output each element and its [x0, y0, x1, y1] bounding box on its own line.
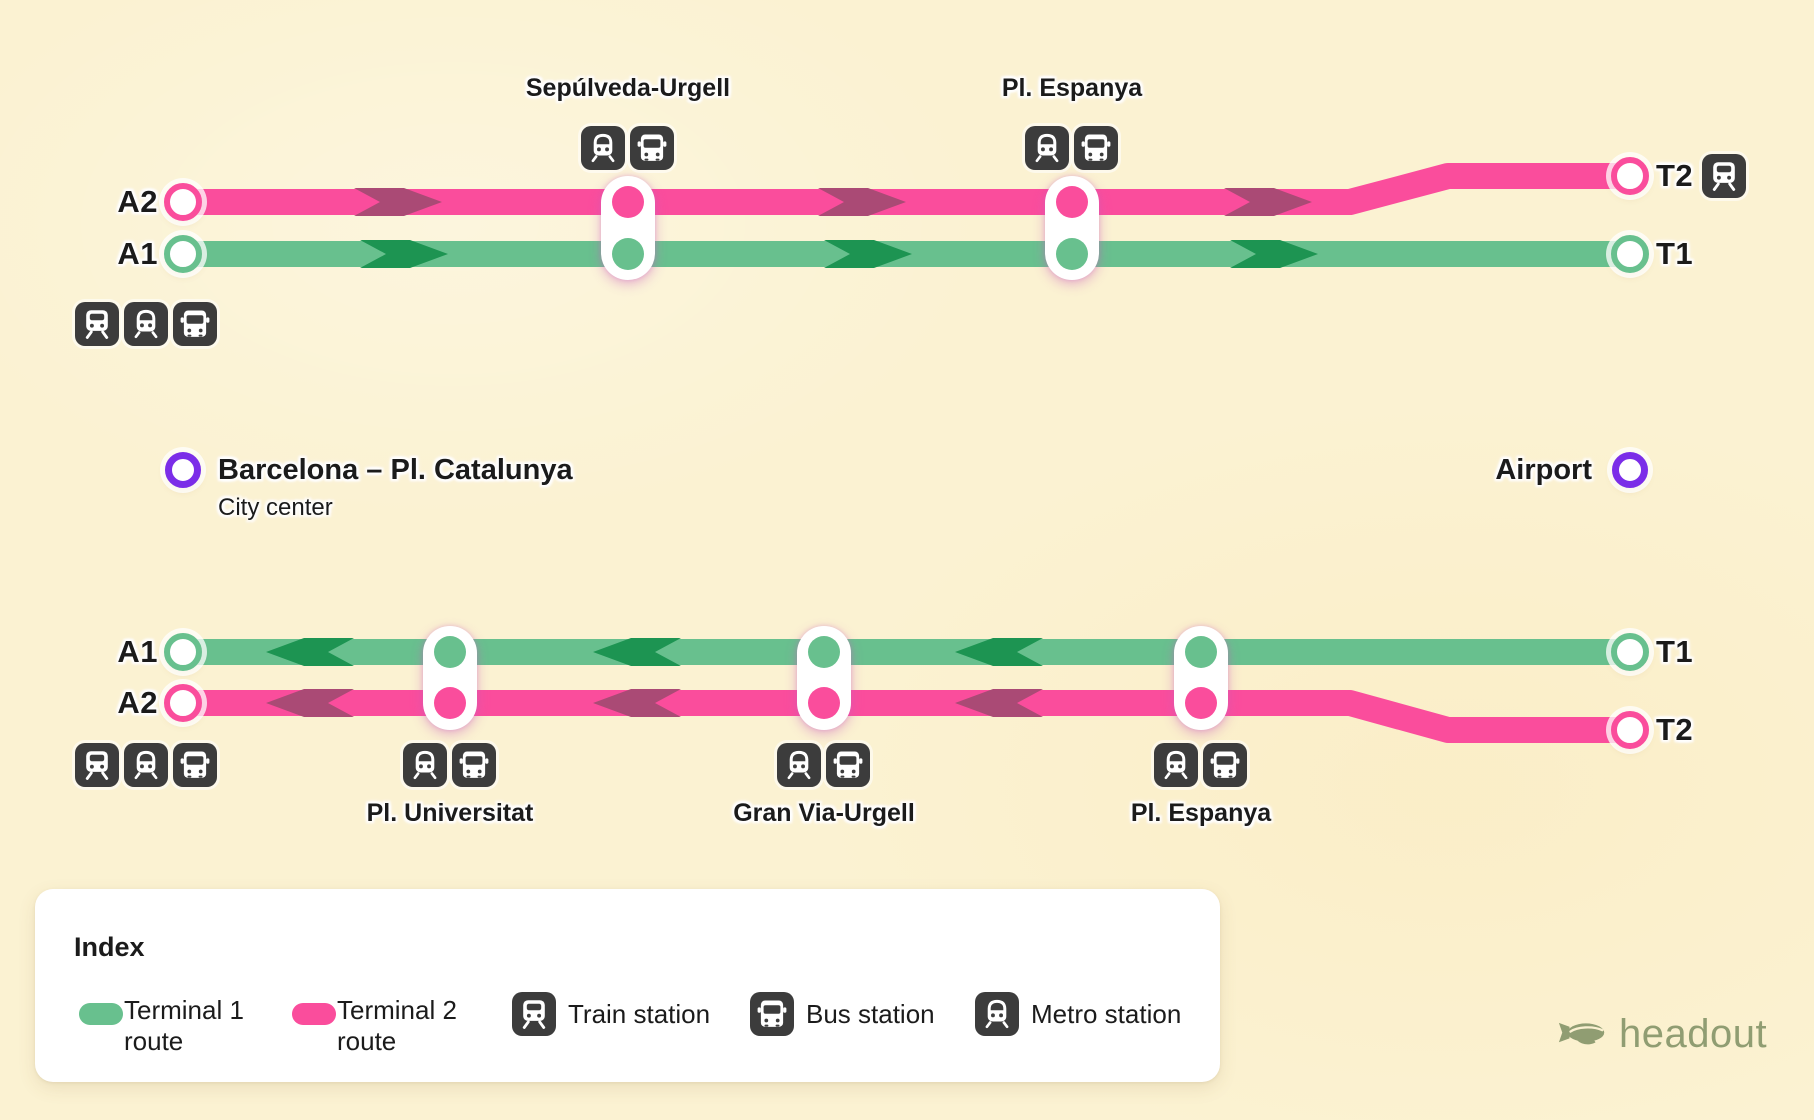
station-label: Pl. Espanya [1130, 799, 1272, 827]
top-route-a1-label: A1 [117, 236, 158, 271]
station-mode-icons [1154, 743, 1247, 787]
metro-icon [1025, 126, 1069, 170]
airport-label: Airport [1495, 454, 1592, 486]
stop-dot-t1 [1185, 636, 1217, 668]
top-a2-origin-node [164, 183, 202, 221]
bottom-a2-origin-node [164, 684, 202, 722]
metro-icon [1154, 743, 1198, 787]
legend-item-label: Terminal 2 route [337, 995, 457, 1056]
bus-icon [750, 992, 794, 1036]
bottom-route-a2-label: A2 [117, 685, 158, 720]
legend-item-label: Train station [568, 999, 711, 1029]
station-stop-marker [601, 176, 655, 280]
bottom-a1-origin-node [164, 633, 202, 671]
metro-icon [777, 743, 821, 787]
bus-icon [826, 743, 870, 787]
bottom-route-t1-label: T1 [1656, 634, 1694, 669]
legend-card: Index Terminal 1 route Terminal 2 route … [35, 889, 1220, 1082]
bottom-t2-terminus-node [1611, 711, 1649, 749]
bottom-pink-direction-arrows [266, 689, 1043, 717]
bus-icon [1203, 743, 1247, 787]
metro-icon [124, 743, 168, 787]
stop-dot-t1 [1056, 238, 1088, 270]
legend-item-label: Metro station [1031, 999, 1182, 1029]
city-center-node [165, 452, 201, 488]
legend-item-label: Terminal 1 route [124, 995, 244, 1056]
top-terminal2-line [183, 163, 1630, 215]
station-label: Sepúlveda-Urgell [525, 74, 731, 102]
brand-name: headout [1619, 1012, 1768, 1056]
top-route-t1-label: T1 [1656, 236, 1694, 271]
airport-node [1612, 452, 1648, 488]
top-route-a2-label: A2 [117, 184, 158, 219]
bottom-route-t2-label: T2 [1656, 712, 1694, 747]
train-icon [1702, 154, 1746, 198]
station-stop-marker [1045, 176, 1099, 280]
station-stop-marker [423, 626, 477, 730]
station-mode-icons [777, 743, 870, 787]
terminal2-route-swatch [292, 1003, 336, 1025]
bottom-green-direction-arrows [266, 638, 1043, 666]
metro-icon [581, 126, 625, 170]
bottom-origin-hub-icons [75, 743, 217, 787]
metro-icon [124, 302, 168, 346]
legend-title: Index [74, 932, 145, 962]
train-icon [75, 302, 119, 346]
stop-dot-t2 [612, 186, 644, 218]
train-icon [75, 743, 119, 787]
train-icon [512, 992, 556, 1036]
station-mode-icons [581, 126, 674, 170]
terminal1-route-swatch [79, 1003, 123, 1025]
top-route-t2-label: T2 [1656, 158, 1694, 193]
bus-icon [452, 743, 496, 787]
stop-dot-t2 [434, 687, 466, 719]
bus-icon [630, 126, 674, 170]
bottom-terminal2-line [183, 690, 1630, 743]
metro-icon [975, 992, 1019, 1036]
blimp-icon [1556, 1019, 1610, 1050]
station-stop-marker [1174, 626, 1228, 730]
city-center-subtitle: City center [218, 494, 333, 521]
top-origin-hub-icons [75, 302, 217, 346]
stop-dot-t2 [808, 687, 840, 719]
bus-icon [173, 302, 217, 346]
stop-dot-t1 [434, 636, 466, 668]
station-stop-marker [797, 626, 851, 730]
station-label: Gran Via-Urgell [733, 799, 915, 827]
station-label: Pl. Espanya [1001, 74, 1143, 102]
city-center-title: Barcelona – Pl. Catalunya [218, 454, 573, 486]
top-green-direction-arrows [360, 240, 1318, 268]
headout-logo: headout [1556, 1012, 1767, 1057]
stop-dot-t2 [1185, 687, 1217, 719]
bus-icon [173, 743, 217, 787]
station-label: Pl. Universitat [366, 799, 534, 827]
bottom-t1-terminus-node [1611, 633, 1649, 671]
top-a1-origin-node [164, 235, 202, 273]
t2-train-station-badge [1702, 154, 1746, 198]
bus-icon [1074, 126, 1118, 170]
top-t1-terminus-node [1611, 235, 1649, 273]
legend-item-label: Bus station [806, 999, 935, 1029]
stop-dot-t1 [612, 238, 644, 270]
stop-dot-t2 [1056, 186, 1088, 218]
bottom-route-a1-label: A1 [117, 634, 158, 669]
top-t2-terminus-node [1611, 157, 1649, 195]
station-mode-icons [1025, 126, 1118, 170]
metro-icon [403, 743, 447, 787]
top-pink-direction-arrows [354, 188, 1312, 216]
station-mode-icons [403, 743, 496, 787]
stop-dot-t1 [808, 636, 840, 668]
